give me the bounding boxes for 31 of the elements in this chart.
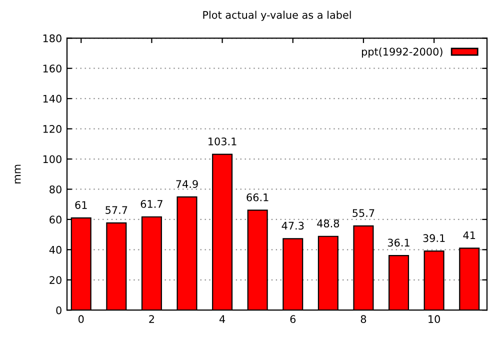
data-label: 61: [75, 201, 87, 209]
y-tick-label: 160: [43, 64, 62, 72]
x-tick-label: 10: [428, 315, 440, 324]
data-label: 66.1: [246, 193, 268, 202]
y-tick-label: 140: [43, 94, 62, 103]
y-tick-label: 180: [43, 34, 62, 42]
data-label: 103.1: [208, 137, 236, 146]
y-tick-label: 0: [56, 306, 62, 314]
y-tick-label: 60: [50, 216, 62, 224]
data-label: 61.7: [140, 200, 162, 208]
y-tick-label: 40: [49, 246, 62, 254]
x-tick-label: 0: [78, 315, 84, 324]
data-label: 74.9: [176, 180, 198, 188]
data-label: 47.3: [282, 222, 304, 230]
data-label: 41: [463, 231, 476, 240]
y-tick-label: 120: [43, 125, 62, 133]
x-tick-label: 2: [149, 315, 154, 323]
data-label: 57.7: [106, 206, 128, 214]
y-tick-label: 20: [50, 276, 62, 284]
legend-label: ppt(1992-2000): [362, 48, 442, 58]
y-tick-label: 80: [50, 185, 62, 194]
data-label: 48.8: [317, 220, 340, 228]
chart-title: Plot actual y-value as a label: [203, 10, 351, 21]
y-tick-label: 100: [43, 155, 62, 164]
y-axis-title: mm: [14, 164, 21, 184]
x-tick-label: 8: [360, 315, 366, 324]
data-label: 39.1: [423, 234, 445, 242]
data-label: 55.7: [352, 209, 374, 217]
data-label: 36.1: [388, 238, 410, 247]
x-tick-label: 6: [290, 315, 296, 324]
x-tick-label: 4: [219, 315, 226, 323]
